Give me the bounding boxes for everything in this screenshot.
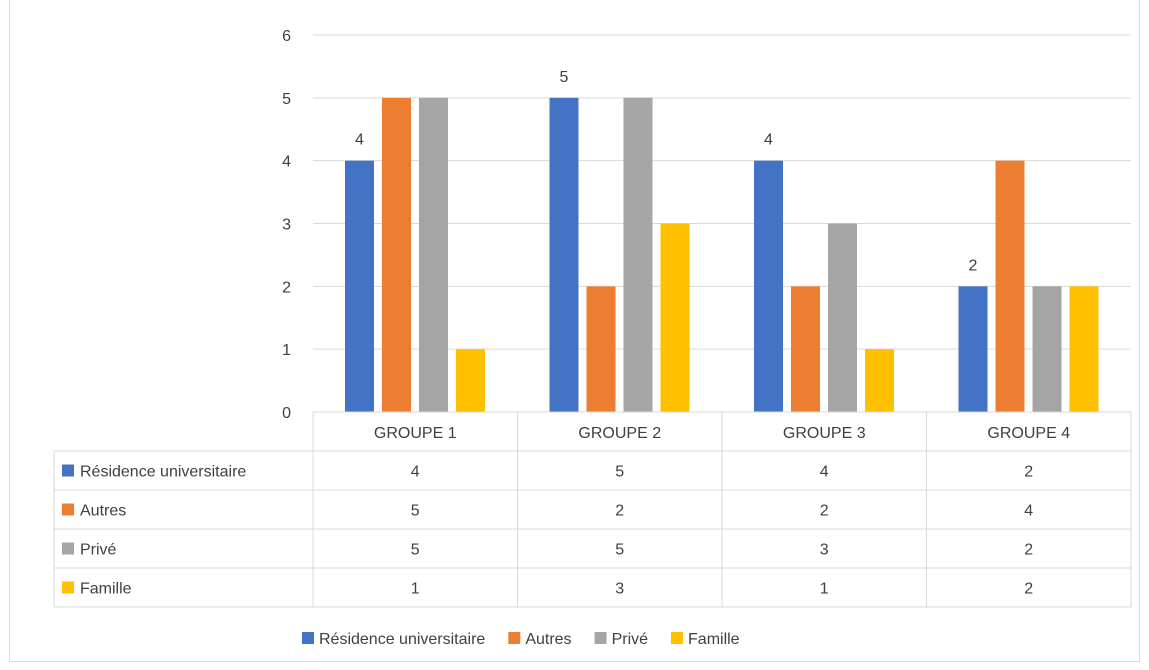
table-cell-value: 2 [1024, 542, 1033, 559]
y-axis-ticks: 0 1 2 3 4 5 6 [282, 28, 291, 422]
table-legend-key [62, 581, 74, 594]
bar-autres-groupe-3 [791, 286, 820, 412]
bar-prive-groupe-1 [419, 97, 448, 412]
table-legend-key [62, 542, 74, 555]
bar-autres-groupe-1 [382, 97, 411, 412]
bar-residence-universitaire-groupe-4 [958, 286, 988, 412]
y-tick-label: 4 [282, 154, 291, 171]
category-label: GROUPE 2 [578, 425, 661, 442]
y-tick-label: 3 [282, 217, 291, 234]
table-cell-value: 2 [615, 503, 624, 520]
category-label: GROUPE 4 [987, 425, 1070, 442]
legend-label: Famille [688, 631, 740, 648]
legend-key [302, 632, 314, 644]
y-tick-label: 2 [282, 279, 291, 296]
y-tick-label: 5 [282, 91, 291, 108]
data-labels: 4 5 4 2 [355, 69, 978, 275]
table-cell-value: 4 [820, 464, 829, 481]
legend-key [671, 632, 684, 644]
data-table: GROUPE 1 GROUPE 2 GROUPE 3 GROUPE 4 Résidenc… [53, 411, 1132, 608]
y-tick-label: 0 [282, 405, 291, 422]
table-cell-value: 5 [615, 464, 624, 481]
gridlines [313, 34, 1131, 350]
table-cell-value: 2 [1024, 581, 1033, 598]
table-series-name: Famille [80, 581, 132, 598]
table-cell-value: 5 [411, 503, 420, 520]
bar-prive-groupe-3 [828, 223, 857, 412]
bar-famille-groupe-1 [456, 349, 485, 412]
y-tick-label: 6 [282, 28, 291, 45]
table-cell-value: 2 [820, 503, 829, 520]
data-label: 5 [560, 69, 569, 86]
bar-residence-universitaire-groupe-3 [754, 160, 783, 412]
legend-key [594, 632, 607, 644]
table-series-name: Privé [80, 542, 117, 559]
bar-autres-groupe-4 [995, 160, 1025, 412]
category-label: GROUPE 1 [374, 425, 457, 442]
legend-label: Autres [525, 631, 571, 648]
legend-label: Résidence universitaire [319, 631, 485, 648]
table-cell-value: 1 [820, 581, 829, 598]
legend-key [508, 632, 521, 644]
bar-autres-groupe-2 [586, 286, 616, 412]
bar-residence-universitaire-groupe-1 [345, 160, 374, 412]
category-label: GROUPE 3 [783, 425, 866, 442]
chart-frame [9, 0, 1140, 662]
table-cell-value: 3 [615, 581, 624, 598]
bar-prive-groupe-4 [1032, 286, 1062, 412]
bar-prive-groupe-2 [623, 97, 653, 412]
bar-famille-groupe-4 [1069, 286, 1099, 412]
table-series-name: Résidence universitaire [80, 464, 246, 481]
y-tick-label: 1 [282, 342, 291, 359]
table-series-name: Autres [80, 503, 126, 520]
table-cell-value: 5 [615, 542, 624, 559]
table-cell-value: 2 [1024, 464, 1033, 481]
table-cell-value: 1 [411, 581, 420, 598]
table-cell-value: 4 [411, 464, 420, 481]
bar-famille-groupe-3 [865, 349, 894, 412]
bars [345, 97, 1099, 412]
table-cell-value: 3 [820, 542, 829, 559]
legend-label: Privé [612, 631, 649, 648]
table-legend-key [62, 464, 74, 477]
table-cell-value: 4 [1024, 503, 1033, 520]
data-label: 4 [355, 132, 364, 149]
bar-famille-groupe-2 [660, 223, 690, 412]
legend: Résidence universitaire Autres Privé Famill… [302, 631, 740, 648]
data-label: 2 [969, 257, 978, 274]
table-legend-key [62, 503, 74, 516]
bar-residence-universitaire-groupe-2 [549, 97, 579, 412]
table-cell-value: 5 [411, 542, 420, 559]
data-label: 4 [764, 132, 773, 149]
